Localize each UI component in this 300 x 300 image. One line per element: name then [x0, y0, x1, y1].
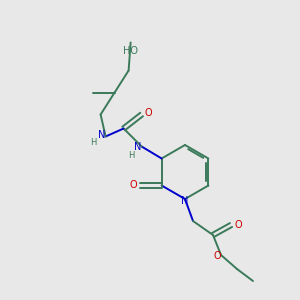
Text: O: O — [213, 251, 221, 261]
Text: O: O — [234, 220, 242, 230]
Text: N: N — [134, 142, 141, 152]
Text: H: H — [90, 138, 97, 147]
Text: N: N — [98, 130, 105, 140]
Text: O: O — [145, 109, 152, 118]
Text: HO: HO — [123, 46, 138, 56]
Text: N: N — [181, 196, 189, 206]
Text: O: O — [130, 181, 137, 190]
Text: H: H — [128, 151, 135, 160]
